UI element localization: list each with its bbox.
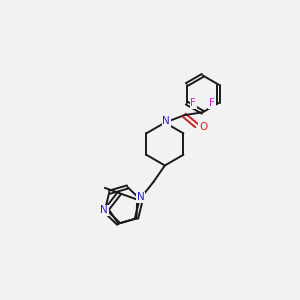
Text: O: O (199, 122, 207, 132)
Text: N: N (163, 116, 170, 126)
Text: F: F (209, 98, 215, 108)
Text: N: N (137, 192, 145, 202)
Text: F: F (190, 98, 196, 108)
Text: N: N (100, 206, 108, 215)
